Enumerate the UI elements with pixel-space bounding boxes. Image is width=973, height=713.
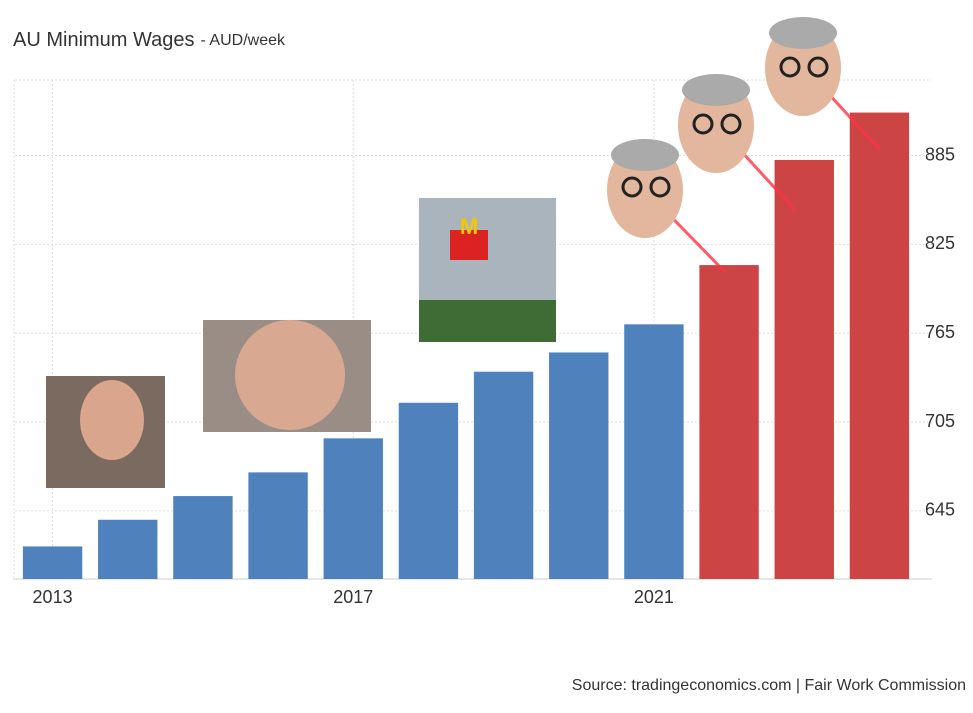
bar (398, 402, 459, 579)
faces (607, 17, 841, 238)
y-tick-label: 705 (925, 411, 955, 431)
bar (549, 352, 609, 579)
bar (22, 546, 83, 579)
bar (323, 438, 383, 579)
sign (450, 230, 488, 260)
face (235, 320, 345, 430)
source: Source: tradingeconomics.com | Fair Work… (572, 677, 966, 694)
y-tick-label: 885 (925, 144, 955, 164)
bar (98, 519, 158, 579)
bar (699, 265, 759, 579)
bar (624, 324, 684, 579)
subtitle: - AUD/week (201, 32, 286, 49)
bar (473, 371, 534, 579)
y-tick-label: 765 (925, 322, 955, 342)
photos: M (46, 17, 882, 488)
y-tick-label: 825 (925, 233, 955, 253)
bar (248, 472, 308, 579)
bar (173, 496, 233, 579)
face (80, 380, 144, 460)
x-tick-label: 2017 (333, 587, 373, 607)
y-tick-label: 645 (925, 500, 955, 520)
bar (849, 112, 910, 579)
x-tick-label: 2021 (634, 587, 674, 607)
chart-title: AU Minimum Wages - AUD/week (13, 29, 286, 51)
bar (774, 159, 834, 580)
x-tick-label: 2013 (33, 587, 73, 607)
sign-logo: M (460, 214, 478, 239)
photo-grass (419, 300, 556, 342)
title: AU Minimum Wages (13, 29, 195, 51)
lasers (643, 66, 882, 274)
plot-area: 645 705 765 825 885 2013 2017 2021 (13, 79, 955, 607)
